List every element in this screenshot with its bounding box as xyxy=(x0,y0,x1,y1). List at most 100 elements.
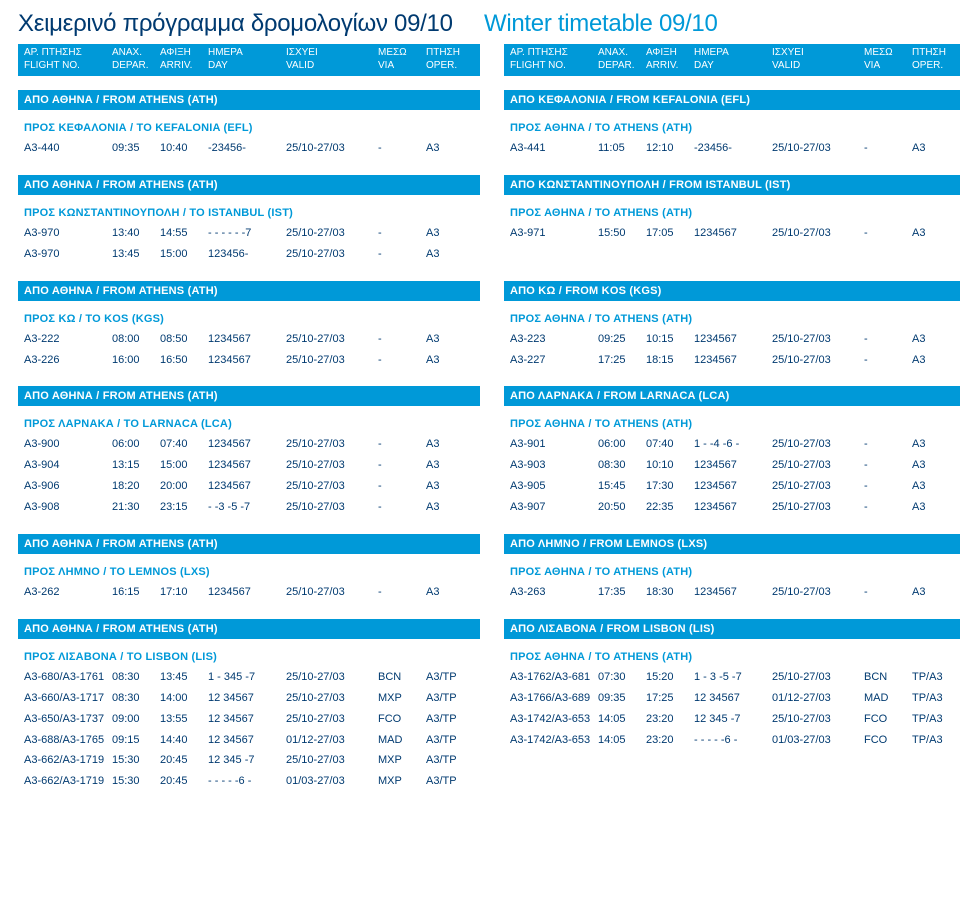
hdr: ΜΕΣΩ xyxy=(378,47,426,60)
operator: A3 xyxy=(426,223,474,244)
arrive-time: 15:20 xyxy=(646,667,694,688)
flight-no: A3-662/A3-1719 xyxy=(24,771,112,792)
flight-row: A3-680/A3-176108:3013:451 - 345 -725/10-… xyxy=(24,667,474,688)
destination-title: ΠΡΟΣ ΚΩΝΣΤΑΝΤΙΝΟΥΠΟΛΗ / TO ISTANBUL (IST… xyxy=(18,205,480,223)
operator: TP/A3 xyxy=(912,709,960,730)
flight-row: A3-22309:2510:15123456725/10-27/03-A3 xyxy=(510,329,960,350)
flight-no: A3-227 xyxy=(510,350,598,371)
flight-rows: A3-22208:0008:50123456725/10-27/03-A3A3-… xyxy=(18,329,480,387)
hdr: ΗΜΕΡΑ xyxy=(208,47,286,60)
depart-time: 08:30 xyxy=(112,667,160,688)
depart-time: 15:50 xyxy=(598,223,646,244)
origin-bar: ΑΠΟ ΛΑΡΝΑΚΑ / FROM LARNACA (LCA) xyxy=(504,386,960,406)
arrive-time: 14:00 xyxy=(160,688,208,709)
via-code: MAD xyxy=(378,730,426,751)
destination-title: ΠΡΟΣ ΑΘΗΝΑ / TO ATHENS (ATH) xyxy=(504,120,960,138)
depart-time: 15:30 xyxy=(112,750,160,771)
operator: A3 xyxy=(426,350,474,371)
arrive-time: 22:35 xyxy=(646,497,694,518)
destination-title: ΠΡΟΣ ΑΘΗΝΑ / TO ATHENS (ATH) xyxy=(504,416,960,434)
flight-no: A3-1762/A3-681 xyxy=(510,667,598,688)
day-pattern: 1234567 xyxy=(694,223,772,244)
depart-time: 14:05 xyxy=(598,730,646,751)
via-code: - xyxy=(864,497,912,518)
via-code: - xyxy=(864,476,912,497)
via-code: - xyxy=(864,582,912,603)
destination-title: ΠΡΟΣ ΚΩ / TO KOS (KGS) xyxy=(18,311,480,329)
valid-range: 01/12-27/03 xyxy=(772,688,864,709)
destination-title: ΠΡΟΣ ΛΑΡΝΑΚΑ / TO LARNACA (LCA) xyxy=(18,416,480,434)
hdr: OPER. xyxy=(912,60,960,73)
valid-range: 01/03-27/03 xyxy=(286,771,378,792)
hdr: DAY xyxy=(694,60,772,73)
arrive-time: 16:50 xyxy=(160,350,208,371)
operator: A3 xyxy=(426,476,474,497)
via-code: BCN xyxy=(864,667,912,688)
valid-range: 25/10-27/03 xyxy=(286,688,378,709)
flight-row: A3-1742/A3-65314:0523:2012 345 -725/10-2… xyxy=(510,709,960,730)
depart-time: 14:05 xyxy=(598,709,646,730)
flight-rows: A3-22309:2510:15123456725/10-27/03-A3A3-… xyxy=(504,329,960,387)
flight-rows: A3-26216:1517:10123456725/10-27/03-A3 xyxy=(18,582,480,619)
valid-range: 25/10-27/03 xyxy=(286,476,378,497)
flight-row: A3-90720:5022:35123456725/10-27/03-A3 xyxy=(510,497,960,518)
operator: TP/A3 xyxy=(912,667,960,688)
day-pattern: - -3 -5 -7 xyxy=(208,497,286,518)
flight-no: A3-263 xyxy=(510,582,598,603)
operator: A3 xyxy=(912,476,960,497)
valid-range: 25/10-27/03 xyxy=(772,223,864,244)
flight-rows: A3-680/A3-176108:3013:451 - 345 -725/10-… xyxy=(18,667,480,808)
flight-no: A3-970 xyxy=(24,223,112,244)
flight-rows: A3-44009:3510:40-23456-25/10-27/03-A3 xyxy=(18,138,480,175)
flight-row: A3-662/A3-171915:3020:45- - - - -6 -01/0… xyxy=(24,771,474,792)
arrive-time: 07:40 xyxy=(160,434,208,455)
flight-row: A3-97115:5017:05123456725/10-27/03-A3 xyxy=(510,223,960,244)
hdr: DEPAR. xyxy=(112,60,160,73)
depart-time: 17:25 xyxy=(598,350,646,371)
via-code: FCO xyxy=(378,709,426,730)
depart-time: 08:30 xyxy=(598,455,646,476)
arrive-time: 20:45 xyxy=(160,771,208,792)
via-code: - xyxy=(864,434,912,455)
flight-row: A3-650/A3-173709:0013:5512 3456725/10-27… xyxy=(24,709,474,730)
depart-time: 18:20 xyxy=(112,476,160,497)
hdr: ΠΤΗΣΗ xyxy=(426,47,474,60)
flight-row: A3-90413:1515:00123456725/10-27/03-A3 xyxy=(24,455,474,476)
depart-time: 09:15 xyxy=(112,730,160,751)
via-code: - xyxy=(378,350,426,371)
day-pattern: 1234567 xyxy=(694,497,772,518)
day-pattern: 1234567 xyxy=(694,476,772,497)
depart-time: 16:15 xyxy=(112,582,160,603)
operator: A3 xyxy=(912,582,960,603)
via-code: BCN xyxy=(378,667,426,688)
hdr: VALID xyxy=(772,60,864,73)
flight-no: A3-901 xyxy=(510,434,598,455)
depart-time: 16:00 xyxy=(112,350,160,371)
arrive-time: 15:00 xyxy=(160,455,208,476)
depart-time: 11:05 xyxy=(598,138,646,159)
page-title-right: Winter timetable 09/10 xyxy=(480,10,942,38)
arrive-time: 18:30 xyxy=(646,582,694,603)
flight-no: A3-907 xyxy=(510,497,598,518)
day-pattern: -23456- xyxy=(694,138,772,159)
via-code: - xyxy=(378,434,426,455)
via-code: - xyxy=(378,476,426,497)
arrive-time: 10:15 xyxy=(646,329,694,350)
flight-row: A3-97013:4515:00123456-25/10-27/03-A3 xyxy=(24,244,474,265)
depart-time: 15:30 xyxy=(112,771,160,792)
via-code: - xyxy=(864,223,912,244)
operator: A3 xyxy=(912,329,960,350)
valid-range: 25/10-27/03 xyxy=(772,329,864,350)
operator: A3 xyxy=(912,455,960,476)
valid-range: 25/10-27/03 xyxy=(286,455,378,476)
depart-time: 15:45 xyxy=(598,476,646,497)
origin-bar: ΑΠΟ ΚΩΝΣΤΑΝΤΙΝΟΥΠΟΛΗ / FROM ISTANBUL (IS… xyxy=(504,175,960,195)
hdr: DAY xyxy=(208,60,286,73)
depart-time: 08:00 xyxy=(112,329,160,350)
valid-range: 25/10-27/03 xyxy=(286,709,378,730)
operator: TP/A3 xyxy=(912,688,960,709)
flight-no: A3-441 xyxy=(510,138,598,159)
hdr: ΑΡ. ΠΤΗΣΗΣ xyxy=(24,47,112,60)
day-pattern: 1234567 xyxy=(208,350,286,371)
flight-row: A3-97013:4014:55- - - - - -725/10-27/03-… xyxy=(24,223,474,244)
